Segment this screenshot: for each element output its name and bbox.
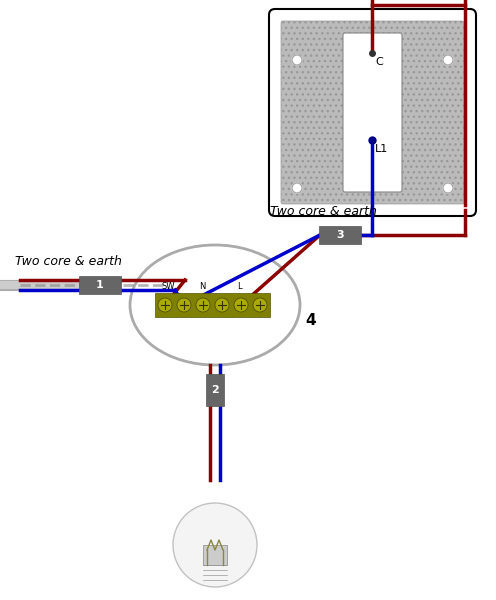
Text: 2: 2 [211,385,219,395]
Circle shape [292,183,302,193]
FancyBboxPatch shape [281,21,464,204]
Circle shape [177,298,191,312]
Circle shape [253,298,267,312]
FancyBboxPatch shape [203,545,227,565]
Text: L1: L1 [375,144,388,154]
Circle shape [292,55,302,65]
Text: Two core & earth: Two core & earth [270,205,377,218]
Circle shape [215,298,229,312]
Circle shape [173,503,257,587]
Circle shape [443,55,453,65]
Text: SW: SW [161,282,175,291]
Text: L: L [237,282,242,291]
Ellipse shape [130,245,300,365]
FancyBboxPatch shape [343,33,402,192]
Circle shape [196,298,210,312]
FancyBboxPatch shape [269,9,476,216]
FancyBboxPatch shape [319,226,361,244]
Text: 1: 1 [96,280,104,290]
Text: 3: 3 [336,230,344,240]
Circle shape [443,183,453,193]
Text: C: C [375,57,383,67]
FancyBboxPatch shape [155,293,270,317]
Text: N: N [199,282,205,291]
Text: Two core & earth: Two core & earth [15,255,122,268]
FancyBboxPatch shape [206,374,224,406]
Text: 4: 4 [305,313,315,328]
Circle shape [234,298,248,312]
FancyBboxPatch shape [79,276,121,294]
Circle shape [158,298,172,312]
